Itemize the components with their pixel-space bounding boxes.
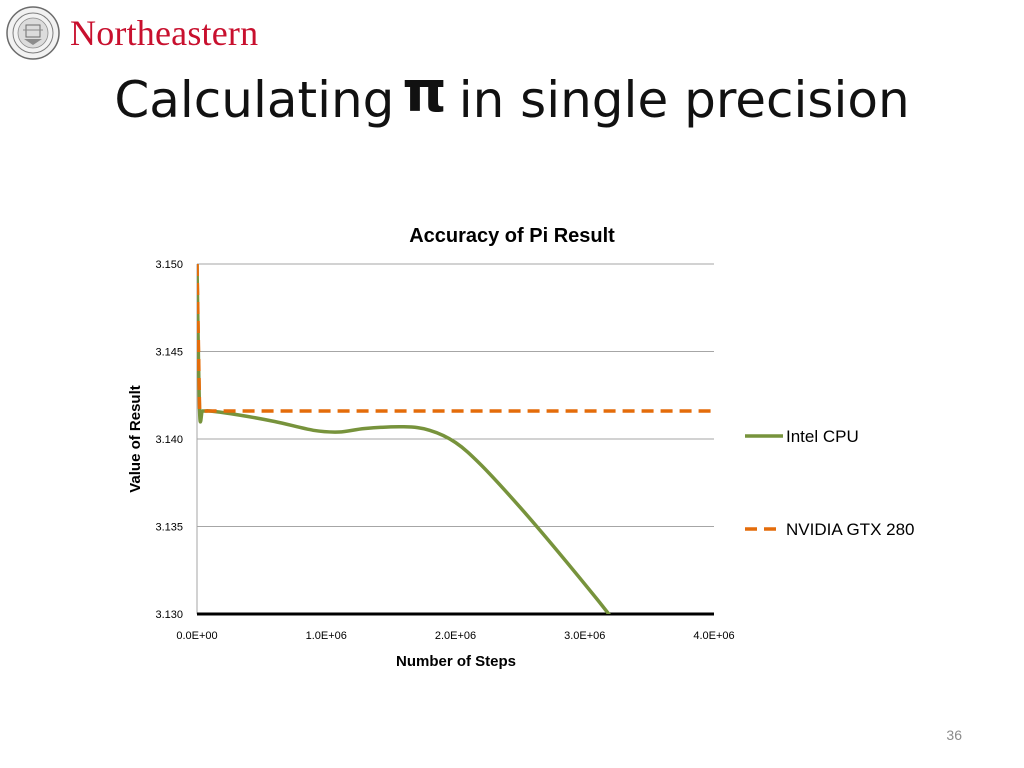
y-tick-label: 3.140 xyxy=(155,434,183,446)
x-tick-label: 4.0E+06 xyxy=(693,630,734,642)
slide-title-prefix: Calculating xyxy=(114,71,395,129)
slide-title-suffix: in single precision xyxy=(458,71,910,129)
university-seal-icon xyxy=(6,6,60,60)
university-wordmark: Northeastern xyxy=(70,13,259,53)
slide-header: Northeastern xyxy=(0,0,1024,70)
x-tick-label: 1.0E+06 xyxy=(306,630,347,642)
series-line-nvidia xyxy=(197,263,714,413)
legend-label: NVIDIA GTX 280 xyxy=(786,520,915,539)
page-number: 36 xyxy=(946,727,962,743)
slide-title: Calculating π in single precision xyxy=(0,60,1024,131)
y-axis-title: Value of Result xyxy=(127,385,144,493)
y-tick-label: 3.130 xyxy=(155,609,183,621)
y-tick-label: 3.145 xyxy=(155,347,183,359)
chart-title: Accuracy of Pi Result xyxy=(409,225,615,247)
pi-symbol: π xyxy=(402,60,447,125)
x-tick-label: 0.0E+00 xyxy=(176,630,217,642)
x-tick-label: 2.0E+06 xyxy=(435,630,476,642)
y-tick-label: 3.150 xyxy=(155,259,183,271)
x-axis-title: Number of Steps xyxy=(396,653,516,670)
y-tick-label: 3.135 xyxy=(155,522,183,534)
series-line-intel xyxy=(197,263,611,614)
legend-label: Intel CPU xyxy=(786,427,859,446)
accuracy-line-chart: Accuracy of Pi Result 3.150 3.145 3.140 3.13… xyxy=(127,225,915,670)
x-tick-label: 3.0E+06 xyxy=(564,630,605,642)
